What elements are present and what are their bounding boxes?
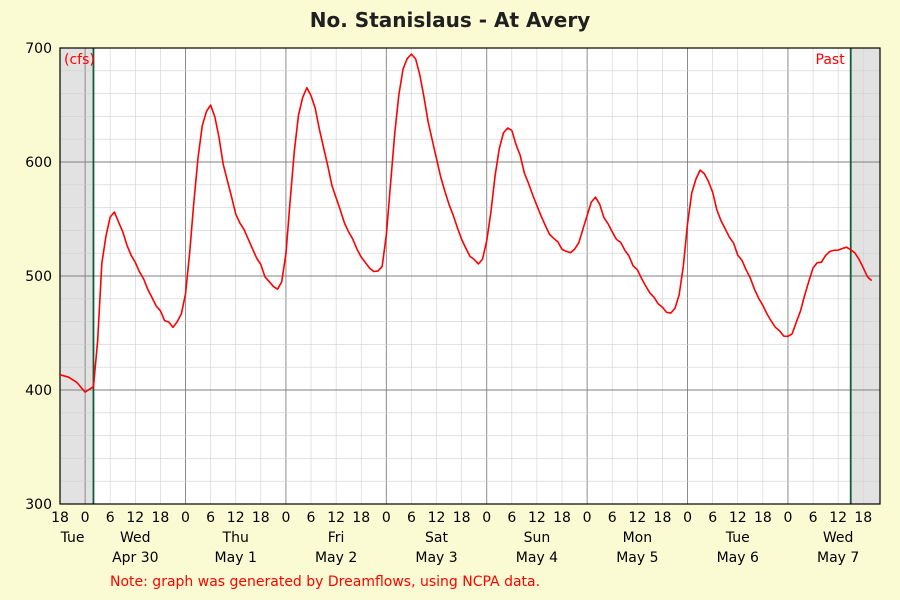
- svg-text:300: 300: [25, 497, 52, 513]
- svg-text:18: 18: [352, 510, 370, 526]
- svg-text:12: 12: [327, 510, 345, 526]
- svg-text:Tue: Tue: [60, 530, 85, 546]
- svg-text:May 5: May 5: [616, 550, 658, 566]
- svg-text:May 6: May 6: [717, 550, 759, 566]
- svg-text:12: 12: [126, 510, 144, 526]
- svg-text:500: 500: [25, 269, 52, 285]
- svg-text:Wed: Wed: [120, 530, 151, 546]
- svg-text:12: 12: [628, 510, 646, 526]
- svg-text:18: 18: [854, 510, 872, 526]
- svg-text:6: 6: [708, 510, 717, 526]
- svg-text:0: 0: [783, 510, 792, 526]
- svg-text:400: 400: [25, 383, 52, 399]
- svg-text:18: 18: [553, 510, 571, 526]
- svg-text:Tue: Tue: [725, 530, 750, 546]
- svg-text:May 3: May 3: [415, 550, 457, 566]
- svg-text:Apr 30: Apr 30: [112, 550, 158, 566]
- svg-text:18: 18: [453, 510, 471, 526]
- svg-text:May 2: May 2: [315, 550, 357, 566]
- svg-text:18: 18: [252, 510, 270, 526]
- svg-text:Mon: Mon: [623, 530, 653, 546]
- svg-text:0: 0: [382, 510, 391, 526]
- svg-text:6: 6: [106, 510, 115, 526]
- svg-text:0: 0: [281, 510, 290, 526]
- svg-text:700: 700: [25, 41, 52, 57]
- svg-text:18: 18: [51, 510, 69, 526]
- svg-text:6: 6: [307, 510, 316, 526]
- svg-text:12: 12: [227, 510, 245, 526]
- svg-text:Thu: Thu: [222, 530, 249, 546]
- svg-text:6: 6: [206, 510, 215, 526]
- svg-text:12: 12: [528, 510, 546, 526]
- svg-text:Sun: Sun: [524, 530, 551, 546]
- svg-text:Past: Past: [816, 52, 846, 68]
- svg-text:18: 18: [151, 510, 169, 526]
- svg-text:12: 12: [428, 510, 446, 526]
- svg-text:0: 0: [683, 510, 692, 526]
- svg-text:May 1: May 1: [215, 550, 257, 566]
- svg-text:0: 0: [482, 510, 491, 526]
- svg-text:Fri: Fri: [328, 530, 345, 546]
- svg-text:6: 6: [809, 510, 818, 526]
- svg-text:May 7: May 7: [817, 550, 859, 566]
- svg-text:Note: graph was generated by D: Note: graph was generated by Dreamflows,…: [110, 574, 540, 590]
- svg-text:0: 0: [583, 510, 592, 526]
- svg-text:18: 18: [654, 510, 672, 526]
- chart-svg: 300400500600700(cfs)Past1806121806121806…: [0, 0, 900, 600]
- svg-text:May 4: May 4: [516, 550, 558, 566]
- svg-text:(cfs): (cfs): [64, 52, 95, 68]
- svg-text:0: 0: [81, 510, 90, 526]
- svg-text:0: 0: [181, 510, 190, 526]
- svg-text:12: 12: [829, 510, 847, 526]
- svg-text:12: 12: [729, 510, 747, 526]
- svg-text:6: 6: [507, 510, 516, 526]
- svg-text:Wed: Wed: [823, 530, 854, 546]
- svg-text:600: 600: [25, 155, 52, 171]
- svg-text:18: 18: [754, 510, 772, 526]
- svg-text:6: 6: [407, 510, 416, 526]
- svg-text:Sat: Sat: [425, 530, 448, 546]
- svg-text:6: 6: [608, 510, 617, 526]
- chart-container: No. Stanislaus - At Avery 30040050060070…: [0, 0, 900, 600]
